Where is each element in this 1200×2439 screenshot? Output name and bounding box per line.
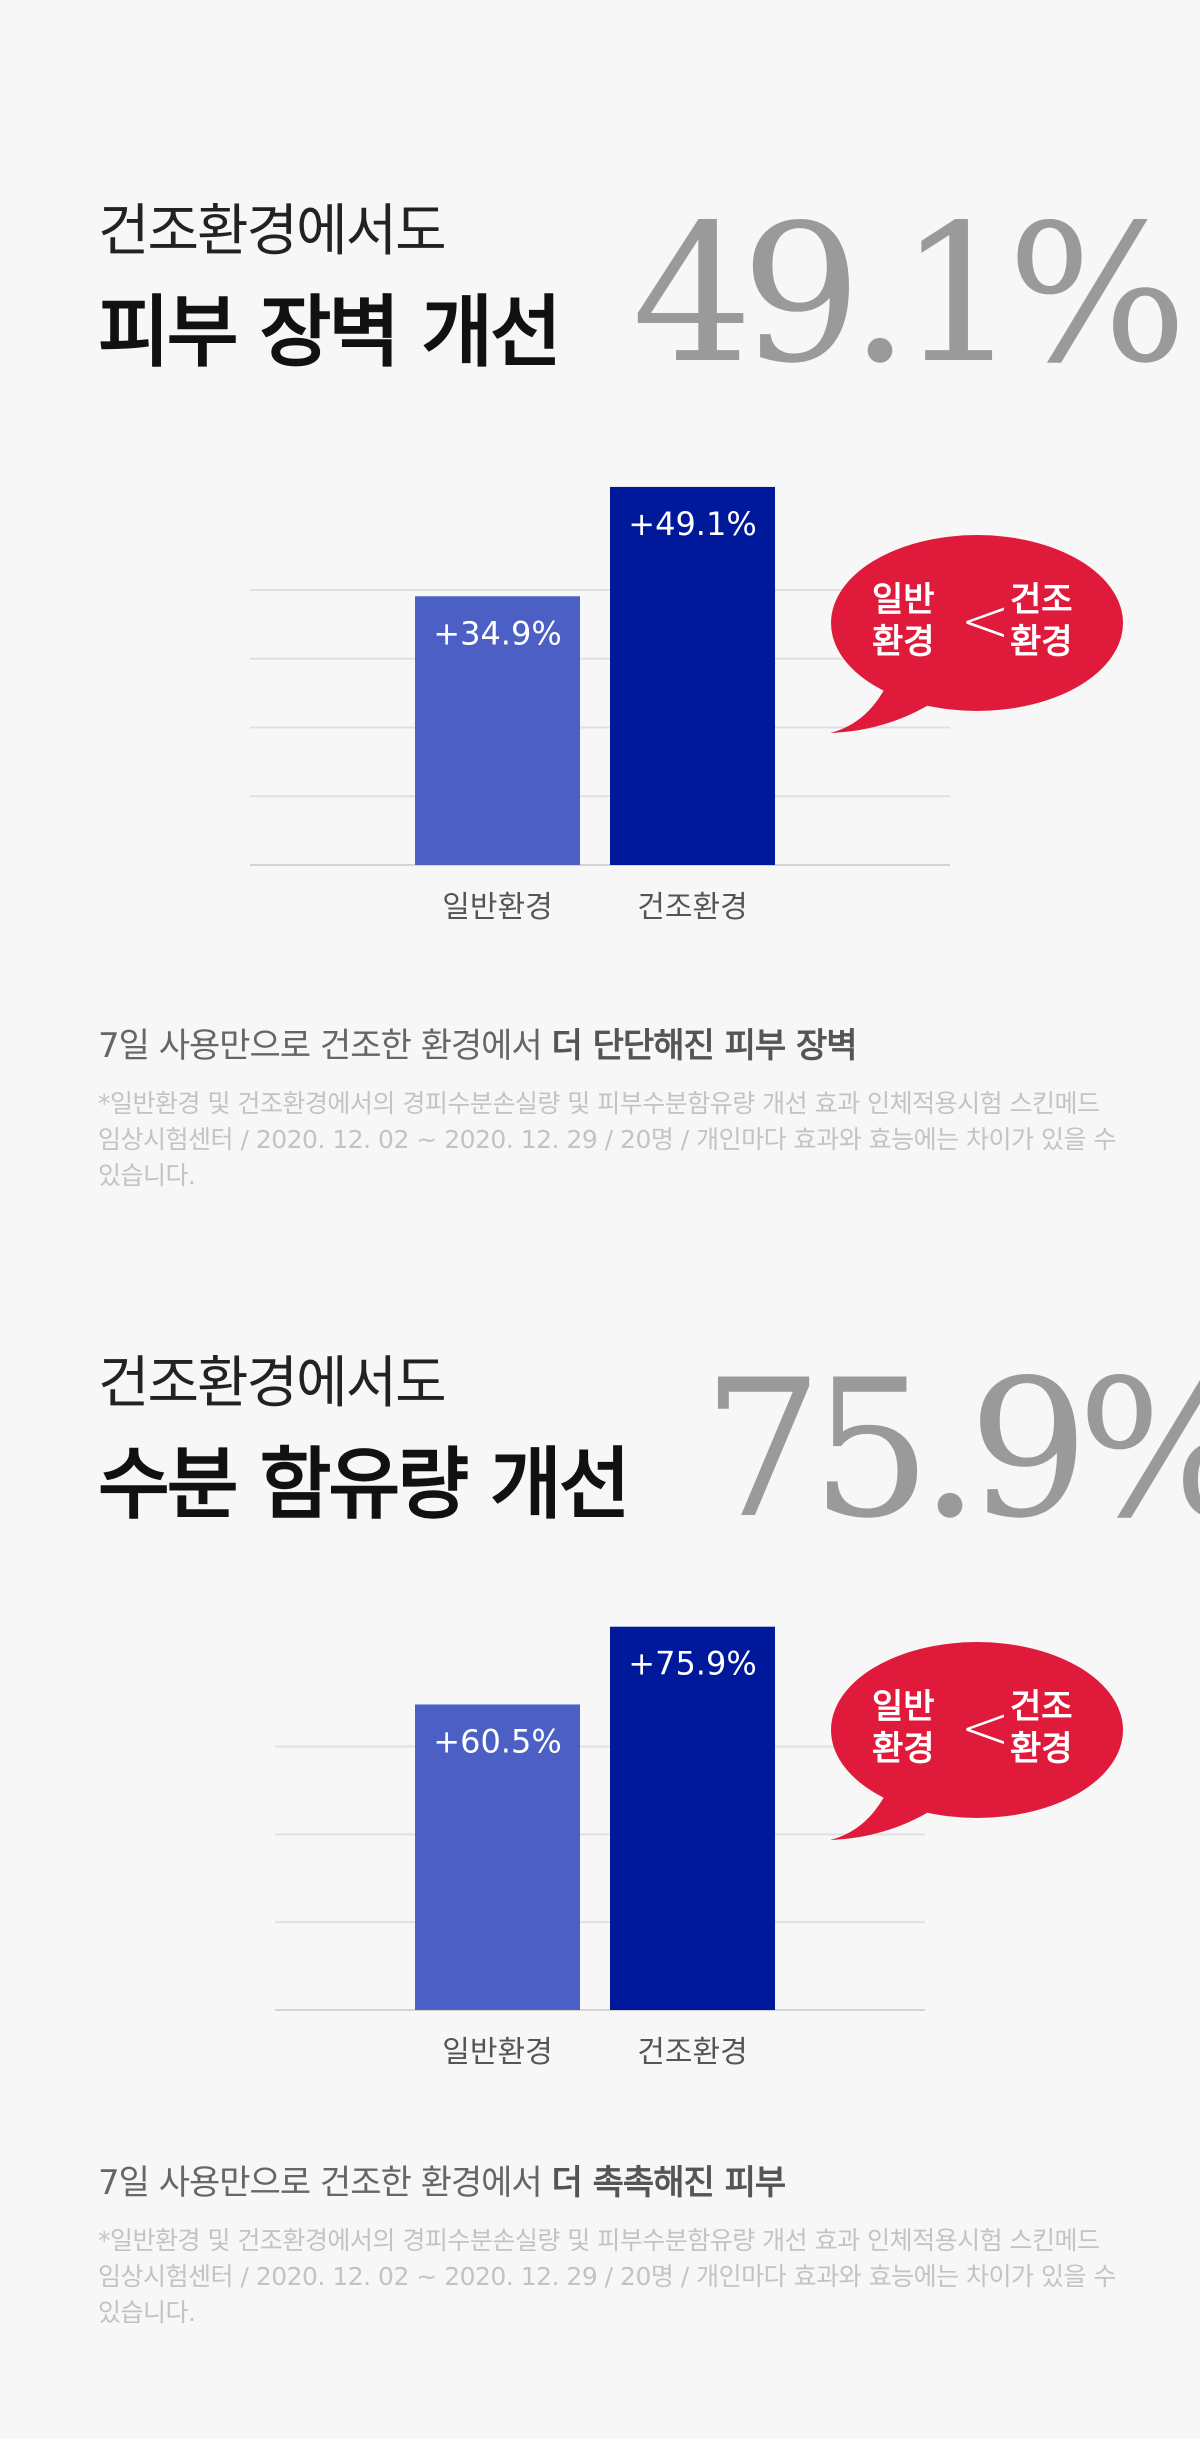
bar-normal [415,1704,580,2010]
comparison-bubble: 일반 환경 < 건조 환경 [830,533,1130,743]
skin-barrier-section: 건조환경에서도 피부 장벽 개선 49.1% +34.9% 일반환경 +49.1% 건… [0,0,1200,1210]
bar-value-label: +34.9% [433,614,561,652]
bar-value-label: +49.1% [628,505,756,543]
category-label: 건조환경 [637,890,747,925]
caption-bold: 더 단단해진 피부 장벽 [551,1026,858,1066]
caption-normal: 7일 사용만으로 건조한 환경에서 [98,1026,552,1066]
caption-bold: 더 촉촉해진 피부 [551,2163,787,2203]
category-label: 일반환경 [442,2035,552,2070]
bar-dry [610,486,775,865]
bubble-left-line2: 환경 [872,622,935,662]
bubble-tail [830,678,940,733]
bar-chart: +34.9% 일반환경 +49.1% 건조환경 [250,486,950,925]
bubble-right-label: 건조 환경 [1010,579,1073,663]
bubble-right-line1: 건조 [1010,580,1073,620]
bubble-right-label: 건조 환경 [1010,1686,1073,1770]
less-than-chevron: < [960,586,1011,656]
less-than-chevron: < [960,1693,1011,1763]
big-percent: 49.1% [632,184,1188,405]
bubble-left-line2: 환경 [872,1729,935,1769]
bar-value-label: +75.9% [628,1645,756,1683]
bubble-right-line2: 환경 [1010,622,1073,662]
bubble-shape [831,535,1123,711]
caption-normal: 7일 사용만으로 건조한 환경에서 [98,2163,552,2203]
result-caption: 7일 사용만으로 건조한 환경에서 더 촉촉해진 피부 [98,2155,787,2204]
big-percent: 75.9% [702,1339,1200,1560]
category-label: 건조환경 [637,2035,747,2070]
section-headline: 피부 장벽 개선 [98,288,562,378]
bubble-right-line1: 건조 [1010,1687,1073,1727]
bar-normal [415,596,580,865]
comparison-bubble: 일반 환경 < 건조 환경 [830,1640,1130,1850]
bar-dry [610,1626,775,2010]
bar-value-label: +60.5% [433,1722,561,1760]
moisture-section: 건조환경에서도 수분 함유량 개선 75.9% +60.5% 일반환경 +75.9%… [0,1210,1200,2439]
bar-chart: +60.5% 일반환경 +75.9% 건조환경 [275,1626,925,2070]
bubble-right-line2: 환경 [1010,1729,1073,1769]
section-subtitle: 건조환경에서도 [98,1351,447,1416]
result-caption: 7일 사용만으로 건조한 환경에서 더 단단해진 피부 장벽 [98,1018,858,1067]
bubble-left-label: 일반 환경 [872,1686,935,1770]
category-label: 일반환경 [442,890,552,925]
footnote: *일반환경 및 건조환경에서의 경피수분손실량 및 피부수분함유량 개선 효과 … [98,1089,1116,1190]
bubble-shape [831,1642,1123,1818]
bubble-left-line1: 일반 [872,580,935,620]
bubble-tail [830,1785,940,1840]
section-subtitle: 건조환경에서도 [98,199,447,264]
bubble-left-label: 일반 환경 [872,579,935,663]
bubble-left-line1: 일반 [872,1687,935,1727]
footnote: *일반환경 및 건조환경에서의 경피수분손실량 및 피부수분함유량 개선 효과 … [98,2226,1116,2327]
section-headline: 수분 함유량 개선 [98,1440,631,1530]
